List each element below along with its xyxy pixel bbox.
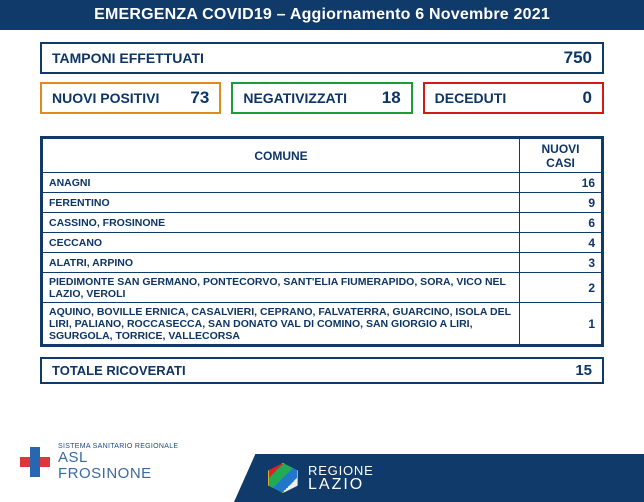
regione-line2: LAZIO <box>308 477 374 493</box>
cell-comune: PIEDIMONTE SAN GERMANO, PONTECORVO, SANT… <box>43 273 520 303</box>
cell-casi: 6 <box>520 213 602 233</box>
totale-value: 15 <box>575 362 592 379</box>
header-bar: EMERGENZA COVID19 – Aggiornamento 6 Nove… <box>0 0 644 30</box>
table-row: CECCANO4 <box>43 233 602 253</box>
asl-line2: ASL <box>58 450 178 466</box>
stat-value: 18 <box>382 88 401 108</box>
asl-cross-icon <box>20 447 50 477</box>
content-area: TAMPONI EFFETTUATI 750 NUOVI POSITIVI73N… <box>0 30 644 384</box>
stat-value: 73 <box>190 88 209 108</box>
stat-label: NUOVI POSITIVI <box>52 90 159 106</box>
tamponi-label: TAMPONI EFFETTUATI <box>52 50 204 66</box>
header-title: EMERGENZA COVID19 – Aggiornamento 6 Nove… <box>94 6 550 23</box>
stat-box: NUOVI POSITIVI 73 <box>40 82 221 114</box>
cell-comune: CECCANO <box>43 233 520 253</box>
tamponi-box: TAMPONI EFFETTUATI 750 <box>40 42 604 74</box>
stat-box: DECEDUTI 0 <box>423 82 604 114</box>
table-row: FERENTINO9 <box>43 193 602 213</box>
cell-comune: FERENTINO <box>43 193 520 213</box>
regione-line1: REGIONE <box>308 464 374 477</box>
th-comune: COMUNE <box>43 139 520 173</box>
cell-comune: ALATRI, ARPINO <box>43 253 520 273</box>
table-row: CASSINO, FROSINONE6 <box>43 213 602 233</box>
asl-line3: FROSINONE <box>58 466 178 482</box>
comune-table: COMUNE NUOVI CASI ANAGNI16FERENTINO9CASS… <box>42 138 602 345</box>
stat-row: NUOVI POSITIVI 73 NEGATIVIZZATI 18 DECEDUTI 0 <box>40 82 604 114</box>
footer-right-body: REGIONE LAZIO <box>264 454 644 502</box>
cell-casi: 4 <box>520 233 602 253</box>
stat-box: NEGATIVIZZATI 18 <box>231 82 412 114</box>
totale-box: TOTALE RICOVERATI 15 <box>40 357 604 384</box>
footer-right-bar: REGIONE LAZIO <box>240 454 644 502</box>
footer: SISTEMA SANITARIO REGIONALE ASL FROSINON… <box>0 430 644 502</box>
regione-text: REGIONE LAZIO <box>308 464 374 493</box>
cell-casi: 1 <box>520 303 602 345</box>
table-row: ALATRI, ARPINO3 <box>43 253 602 273</box>
cell-comune: CASSINO, FROSINONE <box>43 213 520 233</box>
stat-label: NEGATIVIZZATI <box>243 90 347 106</box>
stat-label: DECEDUTI <box>435 90 507 106</box>
cell-casi: 9 <box>520 193 602 213</box>
totale-label: TOTALE RICOVERATI <box>52 363 186 378</box>
cell-comune: ANAGNI <box>43 173 520 193</box>
th-casi: NUOVI CASI <box>520 139 602 173</box>
cell-comune: AQUINO, BOVILLE ERNICA, CASALVIERI, CEPR… <box>43 303 520 345</box>
comune-table-wrap: COMUNE NUOVI CASI ANAGNI16FERENTINO9CASS… <box>40 136 604 347</box>
asl-text: SISTEMA SANITARIO REGIONALE ASL FROSINON… <box>58 443 178 482</box>
tamponi-value: 750 <box>564 48 592 68</box>
table-row: AQUINO, BOVILLE ERNICA, CASALVIERI, CEPR… <box>43 303 602 345</box>
cell-casi: 3 <box>520 253 602 273</box>
comune-tbody: ANAGNI16FERENTINO9CASSINO, FROSINONE6CEC… <box>43 173 602 345</box>
stat-value: 0 <box>583 88 592 108</box>
table-row: ANAGNI16 <box>43 173 602 193</box>
cell-casi: 2 <box>520 273 602 303</box>
footer-left-logo: SISTEMA SANITARIO REGIONALE ASL FROSINON… <box>0 430 240 502</box>
cell-casi: 16 <box>520 173 602 193</box>
table-row: PIEDIMONTE SAN GERMANO, PONTECORVO, SANT… <box>43 273 602 303</box>
